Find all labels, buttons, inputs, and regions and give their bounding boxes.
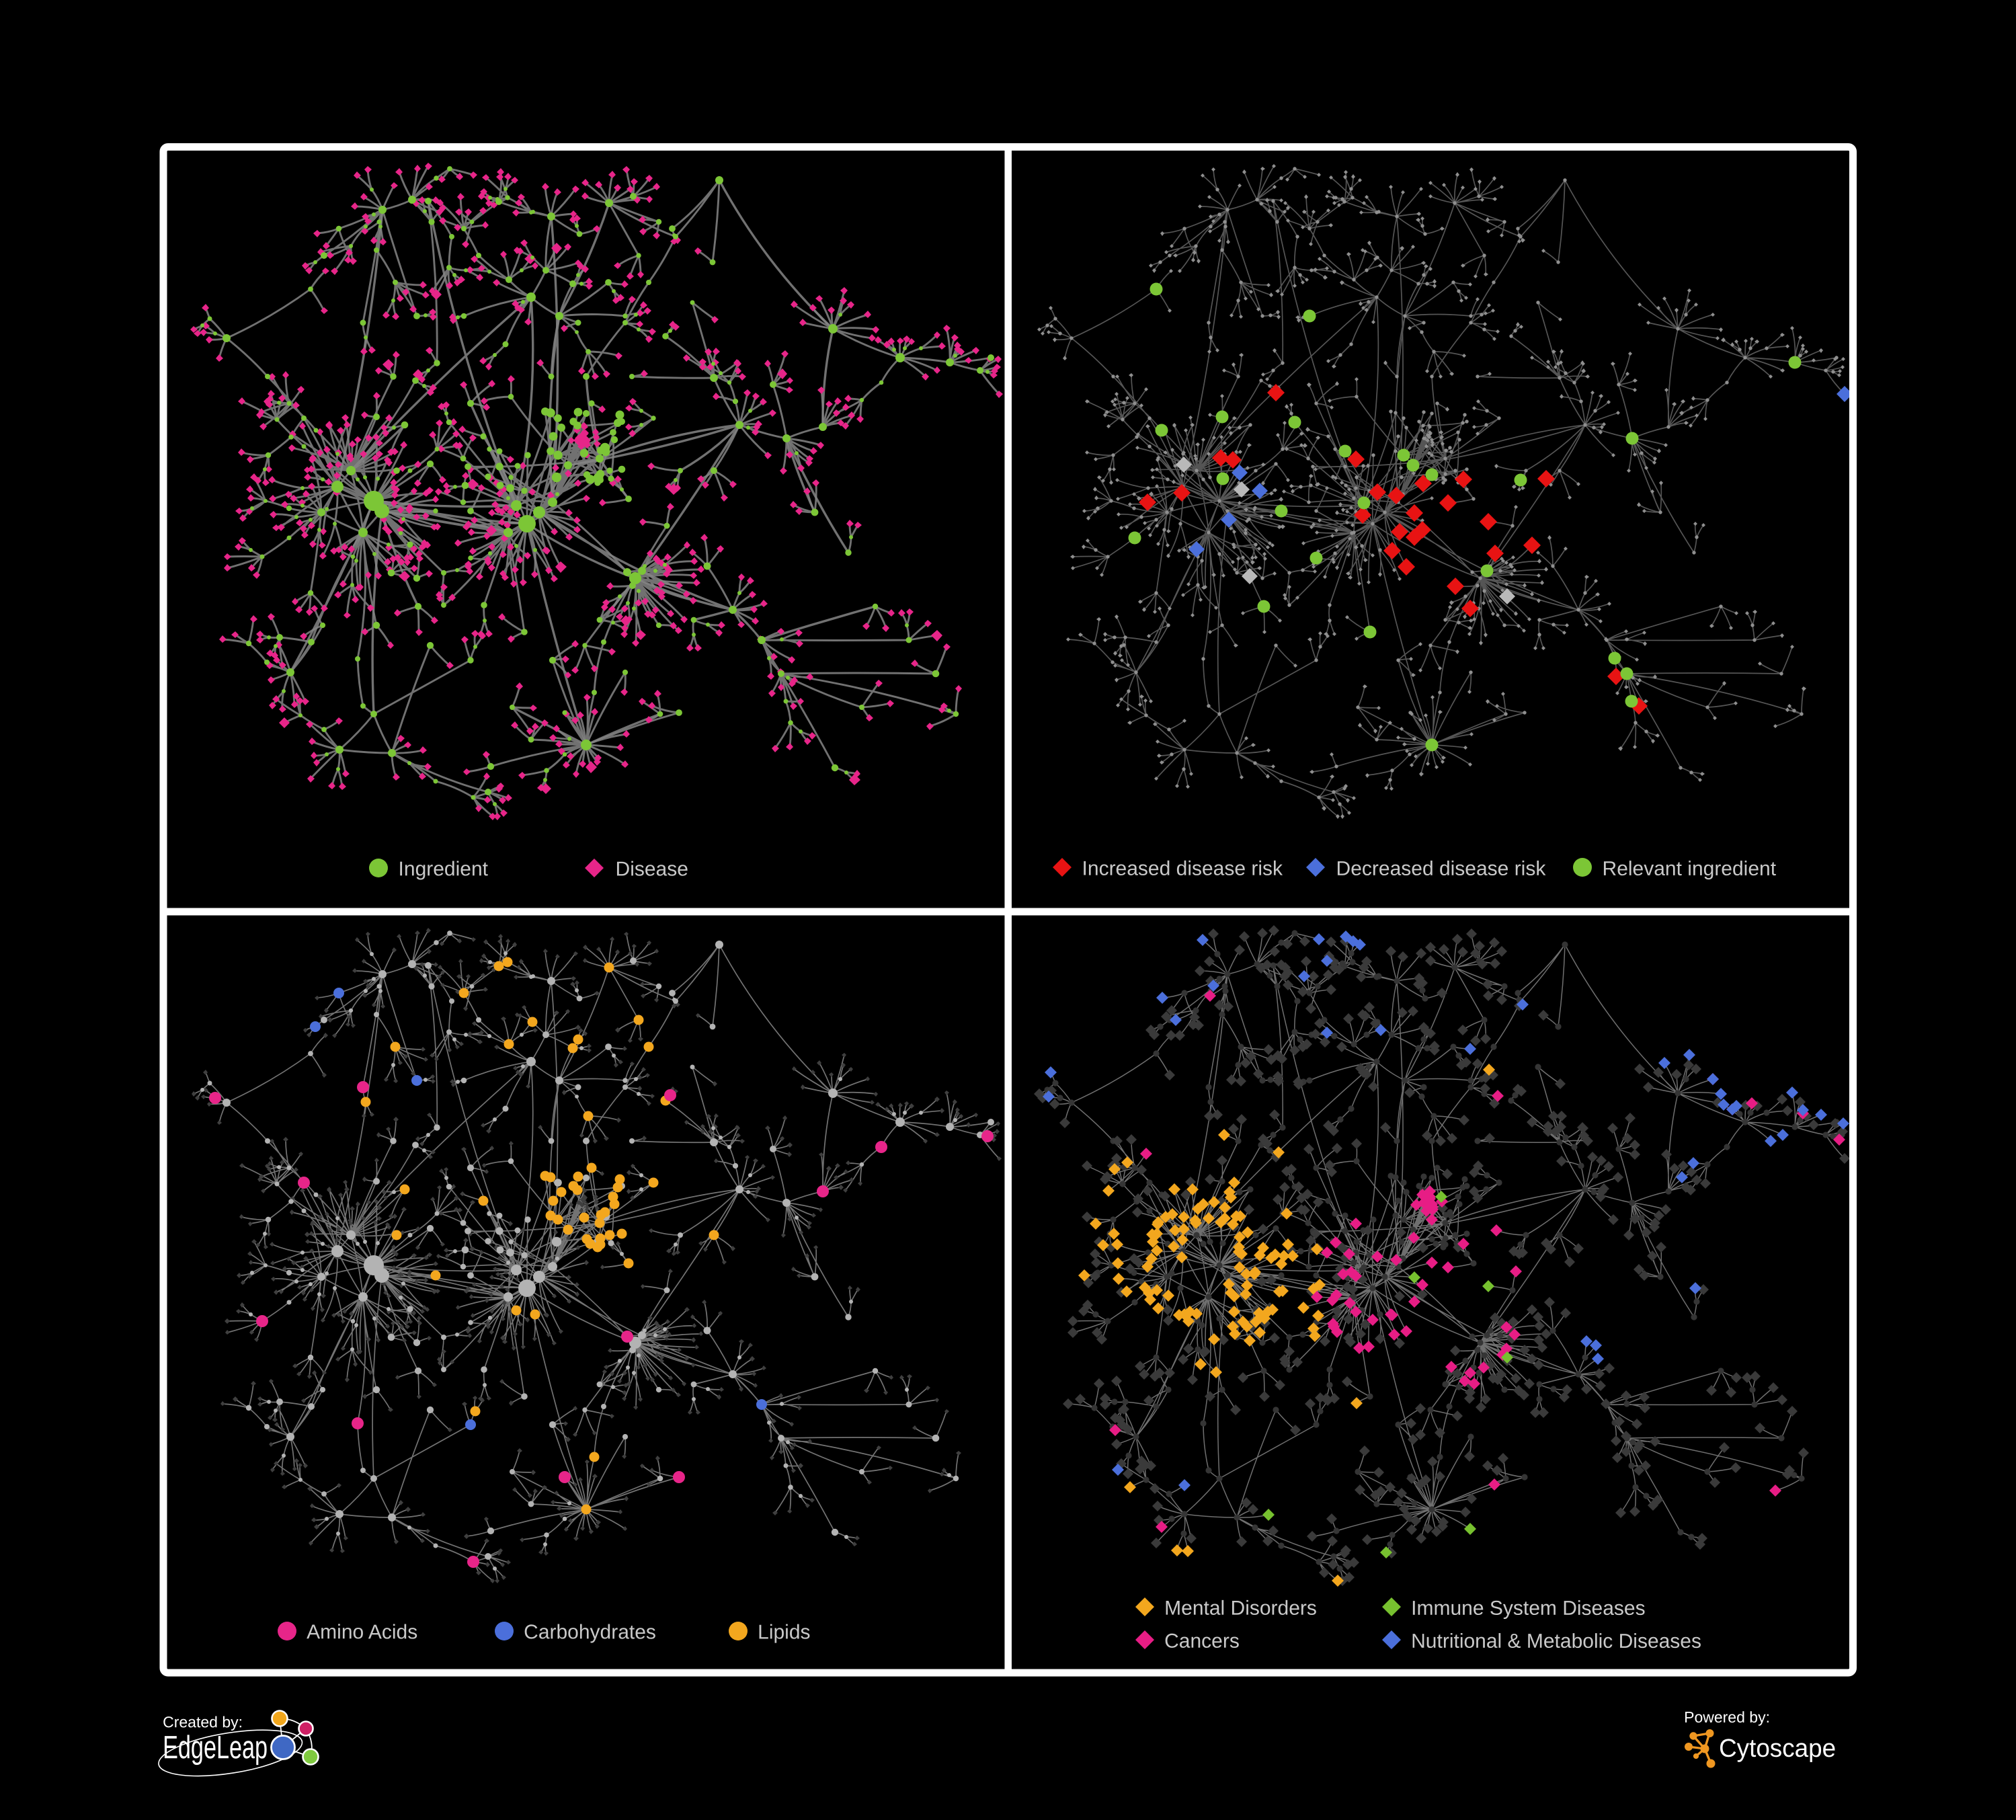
svg-text:Immune System Diseases: Immune System Diseases <box>1411 1597 1645 1620</box>
svg-text:Cancers: Cancers <box>1164 1630 1240 1653</box>
svg-text:Amino Acids: Amino Acids <box>307 1621 417 1643</box>
svg-text:Decreased disease risk: Decreased disease risk <box>1336 858 1547 880</box>
svg-text:EdgeLeap: EdgeLeap <box>163 1730 268 1766</box>
svg-text:Lipids: Lipids <box>758 1621 810 1643</box>
svg-text:Increased disease risk: Increased disease risk <box>1082 858 1283 880</box>
svg-text:Ingredient: Ingredient <box>399 858 489 880</box>
svg-text:Disease: Disease <box>616 858 688 880</box>
svg-text:Nutritional & Metabolic Diseas: Nutritional & Metabolic Diseases <box>1411 1630 1701 1653</box>
svg-text:Cytoscape: Cytoscape <box>1719 1735 1836 1763</box>
svg-text:Mental Disorders: Mental Disorders <box>1164 1597 1317 1620</box>
svg-text:Powered by:: Powered by: <box>1684 1708 1770 1726</box>
svg-text:Relevant ingredient: Relevant ingredient <box>1603 858 1777 880</box>
svg-text:Created by:: Created by: <box>163 1713 243 1731</box>
svg-text:Carbohydrates: Carbohydrates <box>524 1621 656 1643</box>
